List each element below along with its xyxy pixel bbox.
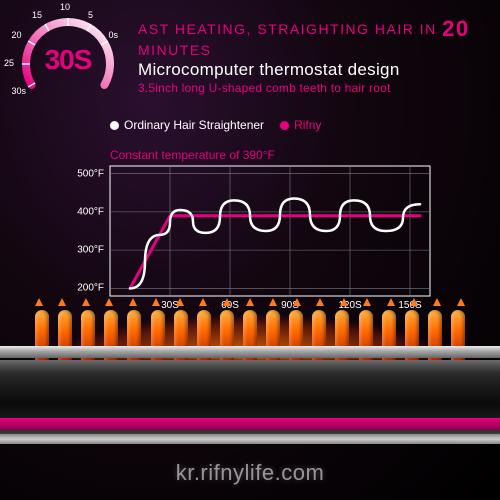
legend-dot-icon <box>110 121 119 130</box>
chart-svg <box>110 166 430 296</box>
headline-1-post: MINUTES <box>138 42 212 58</box>
temperature-chart: Ordinary Hair Straightener Rifny Constant … <box>110 118 450 296</box>
brush-rim-top <box>0 346 500 358</box>
headline-1: AST HEATING, STRAIGHTING HAIR IN 20 MINU… <box>138 16 492 58</box>
legend-dot-icon <box>280 121 289 130</box>
headline-1-num: 20 <box>442 16 469 41</box>
watermark: kr.rifnylife.com <box>0 460 500 486</box>
gauge-tick-label: 20 <box>12 30 22 40</box>
legend-label: Constant temperature of 390°F <box>110 148 275 162</box>
chart-ytick-label: 300°F <box>77 245 104 256</box>
heating-gauge: 30S 30s2520151050s <box>8 10 128 110</box>
gauge-tick-label: 0s <box>108 30 118 40</box>
chart-ytick-label: 400°F <box>77 206 104 217</box>
gauge-tick-label: 10 <box>60 2 70 12</box>
gauge-tick-label: 15 <box>32 10 42 20</box>
brush-rim-bottom <box>0 434 500 444</box>
legend-item: Rifny <box>280 118 321 132</box>
chart-ytick-label: 200°F <box>77 283 104 294</box>
headline-3: 3.5inch long U-shaped comb teeth to hair… <box>138 81 492 95</box>
gauge-tick-label: 30s <box>12 86 27 96</box>
headline-block: AST HEATING, STRAIGHTING HAIR IN 20 MINU… <box>138 10 492 95</box>
headline-1-pre: AST HEATING, STRAIGHTING HAIR IN <box>138 21 442 37</box>
legend-label: Rifny <box>294 118 321 132</box>
legend-label: Ordinary Hair Straightener <box>124 118 264 132</box>
legend-item: Constant temperature of 390°F <box>110 148 275 162</box>
heated-brush-illustration <box>0 300 500 450</box>
header: 30S 30s2520151050s AST HEATING, STRAIGHT… <box>8 10 492 110</box>
headline-2: Microcomputer thermostat design <box>138 60 492 80</box>
gauge-tick-label: 25 <box>4 58 14 68</box>
legend-item: Ordinary Hair Straightener <box>110 118 264 132</box>
gauge-tick-label: 5 <box>88 10 93 20</box>
chart-ytick-label: 500°F <box>77 168 104 179</box>
brush-pink-band <box>0 418 500 430</box>
chart-plot-area: 200°F300°F400°F500°F 30S60S90S120S150S <box>110 166 430 296</box>
chart-legend: Ordinary Hair Straightener Rifny Constant … <box>110 118 450 162</box>
